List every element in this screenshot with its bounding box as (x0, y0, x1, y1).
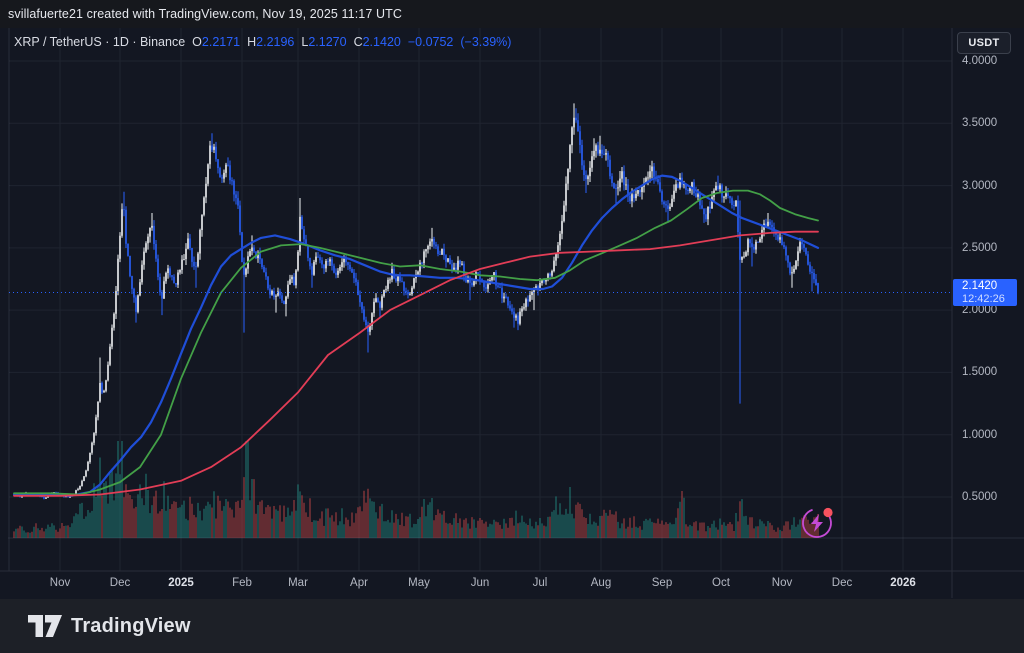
time-axis-month-label: Mar (288, 577, 308, 589)
boost-button[interactable] (800, 506, 836, 542)
price-axis-label: 2.0000 (962, 304, 998, 316)
tradingview-logo[interactable]: TradingView (28, 615, 191, 638)
time-axis-month-label: Sep (651, 577, 673, 589)
candle-wicks-down (13, 108, 819, 500)
ohlc-low: L2.1270 (301, 35, 347, 49)
current-price-value: 2.1420 (962, 280, 998, 292)
open-value: 2.2171 (201, 35, 241, 49)
candle-bodies-up (15, 117, 801, 499)
low-value: 2.1270 (308, 35, 347, 49)
time-axis-month-label: Feb (232, 577, 252, 589)
ma-mid-green-line (13, 189, 819, 496)
notification-dot (823, 507, 833, 518)
time-axis-month-label: Apr (350, 577, 368, 589)
price-axis-label: 1.5000 (962, 366, 998, 378)
time-axis-month-label: Oct (712, 577, 730, 589)
ma-fast-blue-line (12, 174, 820, 497)
price-axis-label: 0.5000 (962, 491, 998, 503)
boost-icon (802, 507, 833, 538)
price-axis-label: 3.0000 (962, 180, 998, 192)
time-axis[interactable]: Nov Dec 2025 Feb Mar Apr May Jun Jul Aug Sep Oct Nov… (0, 571, 952, 598)
footer-bar: TradingView (0, 599, 1024, 653)
time-axis-month-label: Nov (49, 577, 71, 589)
high-value: 2.2196 (256, 35, 295, 49)
legend: XRP / TetherUS · 1D · Binance O2.2171 H2… (14, 34, 511, 50)
time-axis-month-label: Jun (470, 577, 490, 589)
time-axis-month-label: Aug (590, 577, 612, 589)
ohlc-high: H2.2196 (247, 35, 295, 49)
price-axis-label: 3.5000 (962, 117, 998, 129)
time-axis-month-label: Nov (771, 577, 793, 589)
time-axis-year-label: 2025 (168, 577, 194, 589)
volume-bars-down (13, 477, 819, 538)
tradingview-logo-icon (28, 615, 62, 637)
close-value: 2.1420 (362, 35, 401, 49)
price-axis-label: 1.0000 (962, 429, 998, 441)
change-percent: (−3.39%) (460, 35, 512, 49)
symbol-title[interactable]: XRP / TetherUS · 1D · Binance (14, 35, 186, 49)
currency-toggle-button[interactable]: USDT (957, 32, 1011, 54)
attribution-bar: svillafuerte21 created with TradingView.… (0, 0, 1024, 28)
tradingview-brand-text: TradingView (71, 614, 191, 637)
bar-countdown: 12:42:26 (962, 293, 1005, 305)
time-axis-month-label: May (408, 577, 430, 589)
price-axis-label: 4.0000 (962, 55, 998, 67)
time-axis-month-label: Dec (109, 577, 131, 589)
price-axis-label: 2.5000 (962, 242, 998, 254)
ohlc-close: C2.1420 (353, 35, 401, 49)
change-value: −0.0752 (407, 35, 454, 49)
time-axis-year-label: 2026 (890, 577, 916, 589)
time-axis-month-label: Jul (532, 577, 548, 589)
volume-bars-up (15, 441, 801, 538)
grid-lines (9, 28, 952, 571)
ma-slow-red-line (13, 230, 819, 497)
ohlc-open: O2.2171 (192, 35, 241, 49)
attribution-text: svillafuerte21 created with TradingView.… (8, 7, 402, 21)
candle-bodies-down (13, 117, 819, 499)
current-price-badge: 2.1420 12:42:26 (953, 279, 1017, 306)
price-axis[interactable]: USDT 4.0000 3.5000 3.0000 2.5000 2.0000 1.500… (952, 28, 1024, 571)
time-axis-month-label: Dec (831, 577, 853, 589)
lightning-icon (811, 514, 823, 532)
